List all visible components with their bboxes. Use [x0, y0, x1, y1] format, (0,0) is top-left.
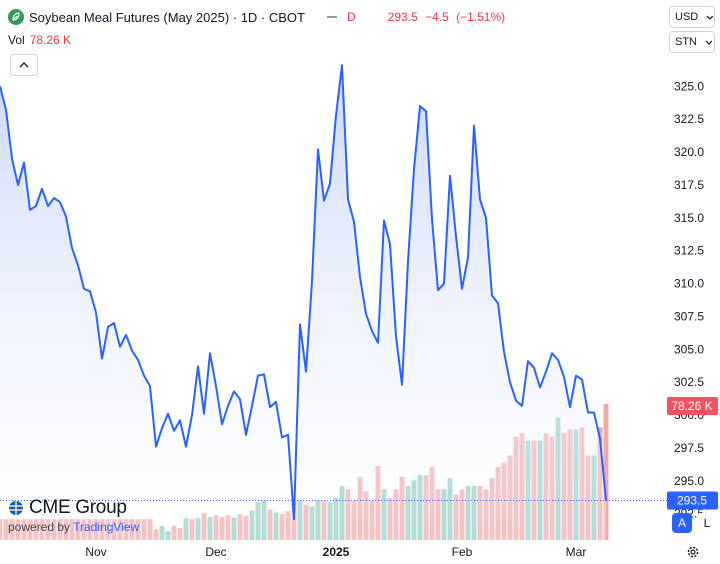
- currency-label: USD: [675, 11, 699, 23]
- y-axis-tick-label: 312.5: [674, 244, 704, 258]
- y-axis-tick-label: 295.0: [674, 474, 704, 488]
- last-price: 293.5: [387, 10, 418, 24]
- last-price-badge: 293.5: [667, 491, 718, 510]
- x-axis-tick-label: Nov: [85, 545, 106, 559]
- y-axis-tick-label: 302.5: [674, 375, 704, 389]
- x-axis-tick-label: Feb: [452, 545, 473, 559]
- x-axis-tick-label: 2025: [323, 545, 350, 559]
- volume-legend: Vol 78.26 K: [8, 33, 71, 47]
- y-axis-tick-label: 310.0: [674, 277, 704, 291]
- volume-price-badge: 78.26 K: [667, 397, 718, 415]
- x-axis-tick-label: Dec: [205, 545, 226, 559]
- y-axis-tick-label: 317.5: [674, 178, 704, 192]
- y-axis-tick-label: 322.5: [674, 112, 704, 126]
- y-axis-tick-label: 307.5: [674, 309, 704, 323]
- cme-logo: CME Group powered by TradingView: [8, 497, 139, 534]
- chevron-down-icon: [705, 40, 713, 45]
- symbol-title[interactable]: Soybean Meal Futures (May 2025) · 1D · C…: [29, 9, 305, 25]
- currency-button[interactable]: USD: [669, 6, 715, 28]
- price-change: −4.5: [425, 10, 449, 24]
- quote-summary: 293.5 −4.5 (−1.51%): [388, 10, 509, 24]
- last-price-badge-text: 293.5: [677, 494, 707, 508]
- chevron-up-icon: [19, 62, 29, 68]
- y-axis-tick-label: 315.0: [674, 211, 704, 225]
- x-axis-tick-label: Mar: [566, 545, 587, 559]
- y-axis-tick-label: 297.5: [674, 441, 704, 455]
- price-change-percent: (−1.51%): [456, 10, 506, 24]
- chevron-down-icon: [706, 15, 714, 20]
- price-series-line[interactable]: [0, 64, 607, 520]
- symbol-leaf-icon: [8, 9, 24, 25]
- volume-price-badge-text: 78.26 K: [671, 399, 712, 413]
- chart-header: Soybean Meal Futures (May 2025) · 1D · C…: [8, 8, 509, 26]
- last-price-badge-bg: [667, 491, 718, 510]
- gear-icon[interactable]: [686, 545, 700, 559]
- log-scale-button[interactable]: L: [697, 513, 717, 533]
- tradingview-brand[interactable]: TradingView: [73, 520, 140, 534]
- y-axis-tick-label: 325.0: [674, 79, 704, 93]
- auto-scale-button[interactable]: A: [672, 513, 692, 533]
- volume-price-badge-bg: [667, 397, 718, 415]
- cme-brand: CME Group: [29, 497, 127, 518]
- volume-legend-label: Vol: [8, 33, 25, 47]
- dash-icon: [327, 16, 337, 18]
- collapse-legend-button[interactable]: [10, 54, 38, 76]
- cme-globe-icon: [8, 500, 26, 516]
- price-area-fill: [0, 65, 606, 540]
- unit-button[interactable]: STN: [669, 31, 715, 53]
- y-axis-tick-label: 305.0: [674, 342, 704, 356]
- volume-legend-value: 78.26 K: [29, 33, 72, 47]
- unit-label: STN: [675, 36, 697, 48]
- market-flag: D: [347, 10, 356, 24]
- volume-bar: [603, 404, 609, 540]
- y-axis-tick-label: 320.0: [674, 145, 704, 159]
- powered-by-prefix: powered by: [8, 520, 71, 534]
